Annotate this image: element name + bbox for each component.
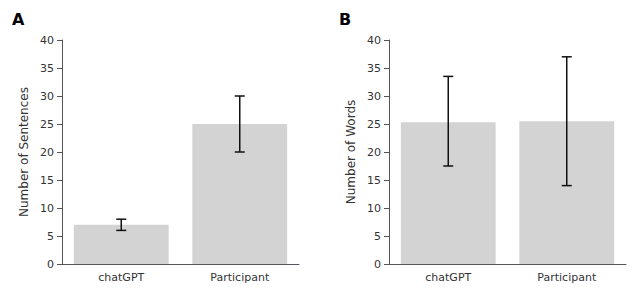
svg-text:35: 35 <box>40 62 54 75</box>
svg-text:20: 20 <box>40 146 54 159</box>
svg-text:Number of Words: Number of Words <box>344 100 358 205</box>
svg-text:30: 30 <box>367 90 381 103</box>
svg-text:10: 10 <box>367 202 381 215</box>
svg-text:15: 15 <box>40 174 54 187</box>
svg-text:0: 0 <box>374 258 381 271</box>
svg-text:5: 5 <box>47 230 54 243</box>
svg-text:20: 20 <box>367 146 381 159</box>
svg-text:30: 30 <box>40 90 54 103</box>
svg-text:40: 40 <box>40 34 54 47</box>
svg-text:15: 15 <box>367 174 381 187</box>
svg-text:Participant: Participant <box>210 271 270 284</box>
svg-text:40: 40 <box>367 34 381 47</box>
svg-text:35: 35 <box>367 62 381 75</box>
svg-text:25: 25 <box>367 118 381 131</box>
svg-text:0: 0 <box>47 258 54 271</box>
svg-text:Participant: Participant <box>537 271 597 284</box>
svg-text:10: 10 <box>40 202 54 215</box>
svg-text:chatGPT: chatGPT <box>98 271 144 284</box>
svg-text:chatGPT: chatGPT <box>425 271 471 284</box>
svg-text:5: 5 <box>374 230 381 243</box>
svg-text:25: 25 <box>40 118 54 131</box>
svg-text:Number of Sentences: Number of Sentences <box>17 87 31 217</box>
svg-text:B: B <box>339 10 351 29</box>
svg-text:A: A <box>12 10 25 29</box>
